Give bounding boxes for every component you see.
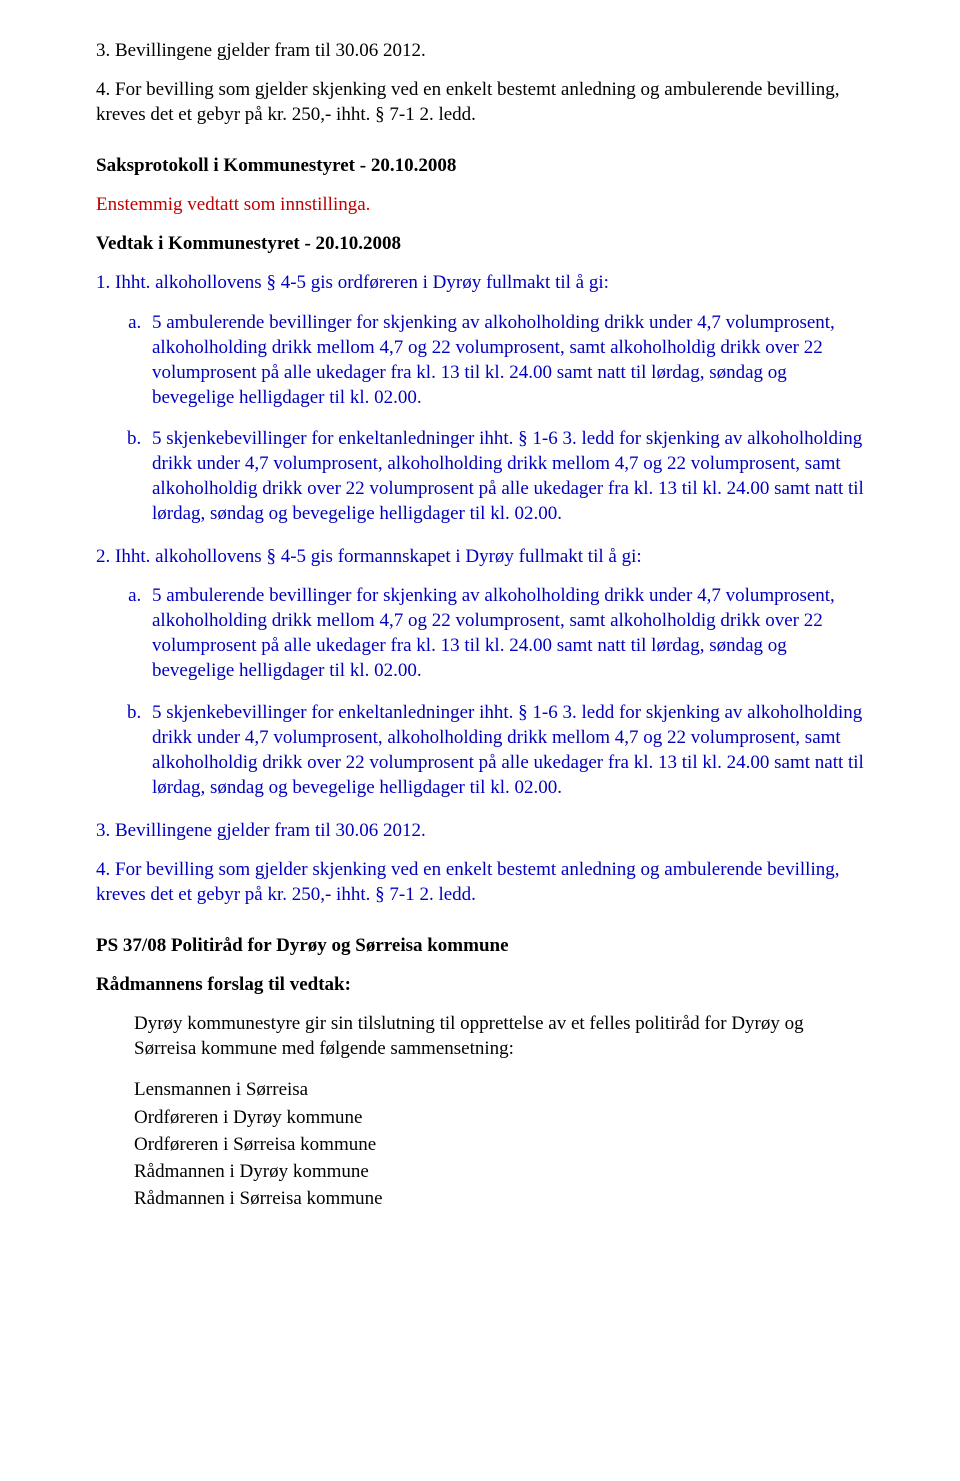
member-4: Rådmannen i Dyrøy kommune [134,1159,864,1184]
intro-paragraph: Dyrøy kommunestyre gir sin tilslutning t… [134,1011,864,1061]
enstemmig-text: Enstemmig vedtatt som innstillinga. [96,192,864,217]
saksprotokoll-heading: Saksprotokoll i Kommunestyret - 20.10.20… [96,153,864,178]
paragraph-4-top: 4. For bevilling som gjelder skjenking v… [96,77,864,127]
ps-heading: PS 37/08 Politiråd for Dyrøy og Sørreisa… [96,933,864,958]
list1-item-a: 5 ambulerende bevillinger for skjenking … [146,310,864,410]
member-2: Ordføreren i Dyrøy kommune [134,1105,864,1130]
member-1: Lensmannen i Sørreisa [134,1077,864,1102]
list1-item-b: 5 skjenkebevillinger for enkeltanledning… [146,426,864,526]
member-5: Rådmannen i Sørreisa kommune [134,1186,864,1211]
list2-item-b: 5 skjenkebevillinger for enkeltanledning… [146,700,864,800]
blue-list-2: 5 ambulerende bevillinger for skjenking … [96,583,864,800]
list2-item-a: 5 ambulerende bevillinger for skjenking … [146,583,864,683]
indented-content: Dyrøy kommunestyre gir sin tilslutning t… [96,1011,864,1211]
blue-list-1: 5 ambulerende bevillinger for skjenking … [96,310,864,527]
blue-item-2: 2. Ihht. alkohollovens § 4-5 gis formann… [96,544,864,569]
member-3: Ordføreren i Sørreisa kommune [134,1132,864,1157]
blue-item-3: 3. Bevillingene gjelder fram til 30.06 2… [96,818,864,843]
member-list: Lensmannen i Sørreisa Ordføreren i Dyrøy… [134,1077,864,1210]
paragraph-3-top: 3. Bevillingene gjelder fram til 30.06 2… [96,38,864,63]
vedtak-heading: Vedtak i Kommunestyret - 20.10.2008 [96,231,864,256]
forslag-heading: Rådmannens forslag til vedtak: [96,972,864,997]
blue-item-4: 4. For bevilling som gjelder skjenking v… [96,857,864,907]
blue-item-1: 1. Ihht. alkohollovens § 4-5 gis ordføre… [96,270,864,295]
